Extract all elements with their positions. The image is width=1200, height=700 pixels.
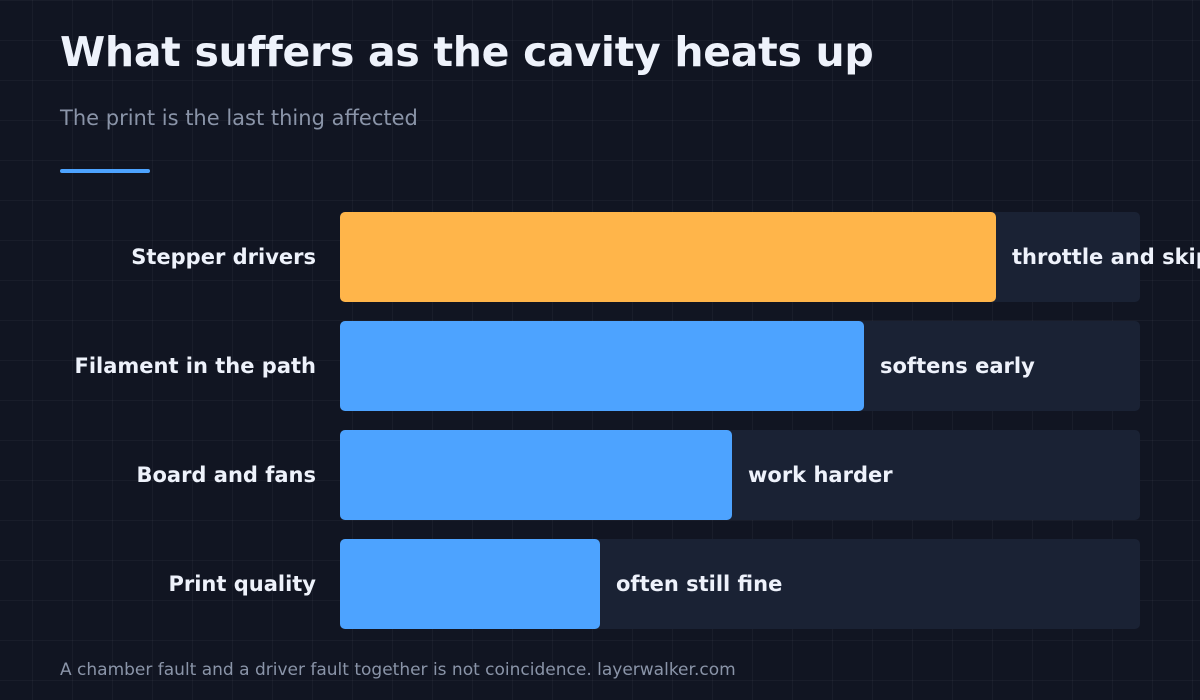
footer-note: A chamber fault and a driver fault toget… — [60, 660, 736, 680]
bar-annotation: softens early — [880, 354, 1035, 378]
category-label: Stepper drivers — [131, 245, 316, 269]
bar-row: Stepper drivers throttle and skip — [0, 212, 1200, 302]
bar-track: throttle and skip — [340, 212, 1200, 302]
category-label: Filament in the path — [74, 354, 316, 378]
chart-title: What suffers as the cavity heats up — [60, 28, 874, 76]
chart-subtitle: The print is the last thing affected — [60, 106, 418, 130]
bar-track: often still fine — [340, 539, 1140, 629]
bar — [340, 430, 732, 520]
category-label: Board and fans — [136, 463, 316, 487]
bar-row: Board and fans work harder — [0, 430, 1200, 520]
bar-annotation: often still fine — [616, 572, 783, 596]
accent-divider — [60, 169, 150, 173]
bar-annotation: throttle and skip — [1012, 245, 1200, 269]
bar-annotation: work harder — [748, 463, 893, 487]
bar-track: softens early — [340, 321, 1140, 411]
bar-row: Print quality often still fine — [0, 539, 1200, 629]
category-label: Print quality — [168, 572, 316, 596]
bar — [340, 212, 996, 302]
bar-row: Filament in the path softens early — [0, 321, 1200, 411]
bar-track: work harder — [340, 430, 1140, 520]
bar — [340, 539, 600, 629]
bar — [340, 321, 864, 411]
